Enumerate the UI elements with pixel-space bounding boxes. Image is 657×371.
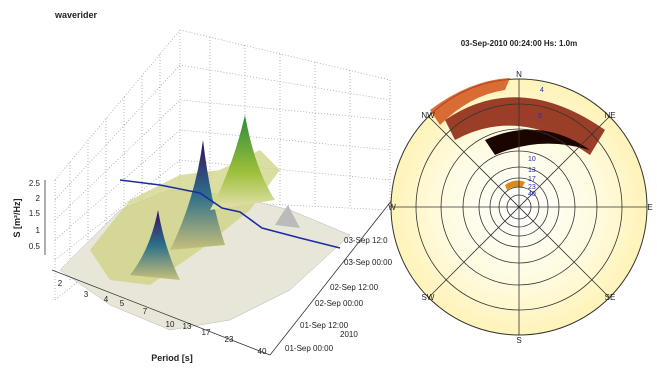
x-axis-label: Period [s] (151, 353, 193, 363)
y-tick-label: 1 (36, 226, 41, 235)
x-tick-label: 23 (225, 335, 234, 344)
time-tick-label: 03-Sep 00:00 (344, 258, 393, 267)
time-tick-label: 02-Sep 12:00 (330, 283, 379, 292)
direction-label: NE (604, 111, 615, 120)
x-tick-label: 10 (166, 320, 175, 329)
ring-label: 23 (528, 184, 536, 191)
x-tick-label: 13 (183, 322, 192, 331)
y-tick-label: 2.5 (29, 179, 41, 188)
x-tick-label: 3 (84, 290, 89, 299)
figure-title: waverider (54, 10, 98, 20)
polar-title: 03-Sep-2010 00:24:00 Hs: 1.0m (461, 39, 578, 48)
figure: waverider 2.521.510.5S [m²/Hz]2345710131… (0, 0, 657, 366)
time-tick-label: 03-Sep 12:0 (344, 236, 388, 245)
ring-label: 40 (528, 191, 536, 198)
year-label: 2010 (340, 330, 358, 339)
ring-label: 6 (538, 113, 542, 120)
y-axis-label: S [m²/Hz] (12, 199, 22, 238)
direction-label: NW (421, 111, 435, 120)
direction-label: SW (422, 293, 435, 302)
y-tick-label: 1.5 (29, 209, 41, 218)
direction-label: SE (605, 293, 616, 302)
ring-label: 10 (528, 156, 536, 163)
direction-label: S (516, 336, 521, 345)
x-tick-label: 40 (258, 347, 267, 356)
ring-label: 17 (528, 176, 536, 183)
y-tick-label: 0.5 (29, 242, 41, 251)
x-tick-label: 17 (202, 328, 211, 337)
y-tick-label: 2 (36, 194, 41, 203)
x-tick-label: 5 (120, 299, 125, 308)
x-tick-label: 4 (104, 295, 109, 304)
time-tick-label: 02-Sep 00:00 (315, 299, 364, 308)
time-tick-label: 01-Sep 12:00 (300, 321, 349, 330)
x-tick-label: 2 (58, 279, 63, 288)
direction-label: E (647, 203, 652, 212)
x-tick-label: 7 (143, 307, 148, 316)
ring-label: 13 (528, 167, 536, 174)
ring-label: 4 (540, 87, 544, 94)
direction-label: W (388, 203, 396, 212)
time-tick-label: 01-Sep 00:00 (285, 344, 334, 353)
direction-label: N (516, 70, 522, 79)
